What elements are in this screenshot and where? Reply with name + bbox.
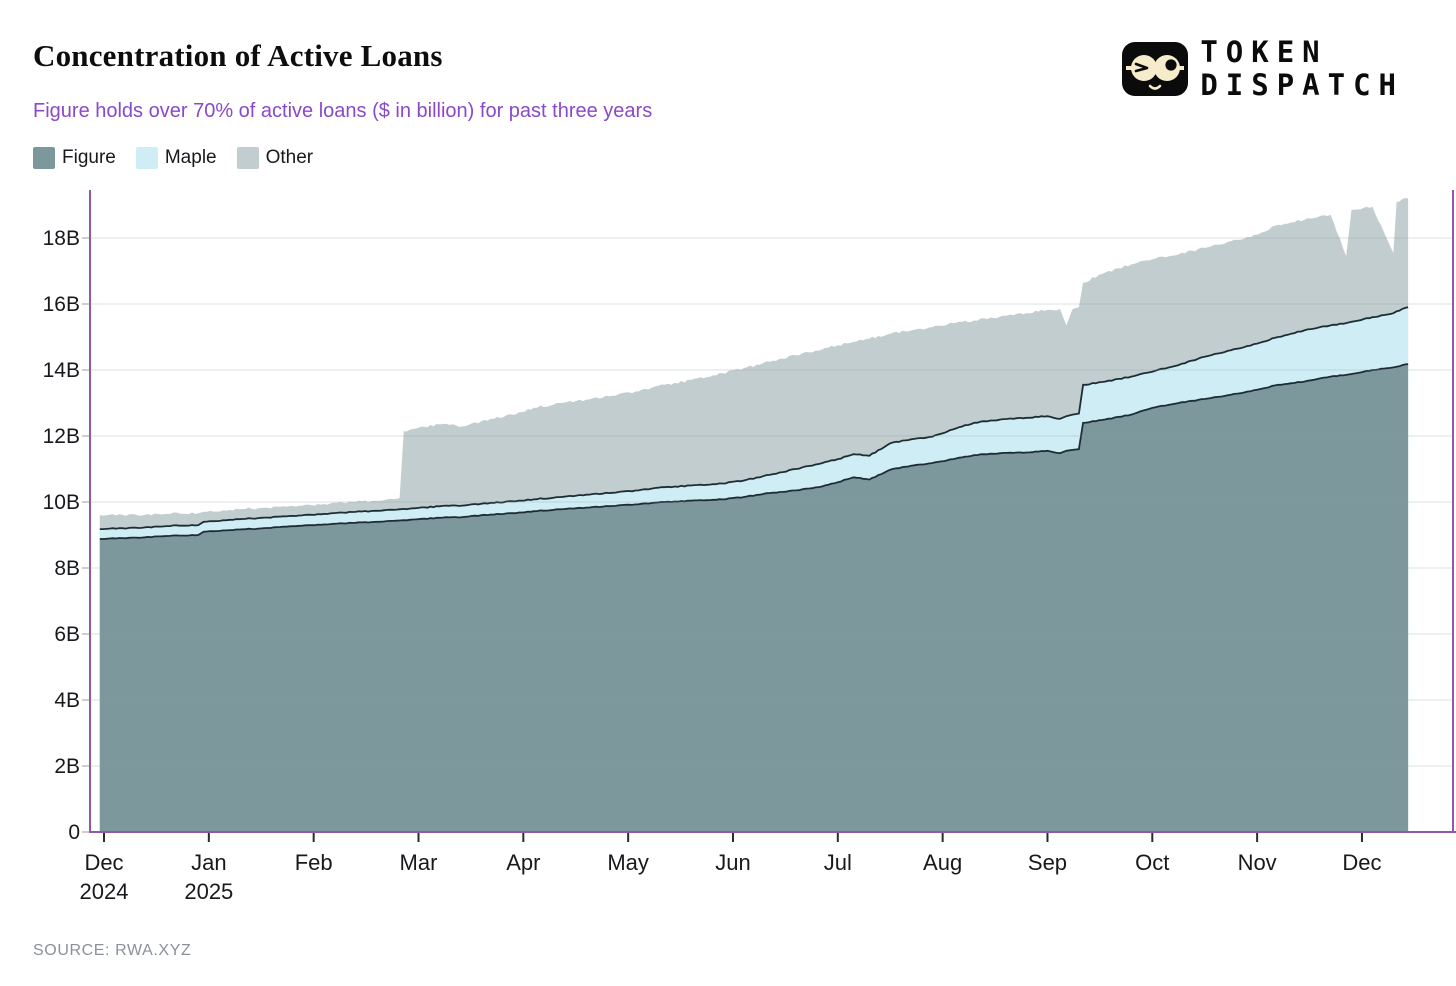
- legend-item-maple: Maple: [135, 147, 217, 169]
- x-axis-month-label: Nov: [1238, 850, 1277, 875]
- x-axis-month-label: Jan: [191, 850, 226, 875]
- y-axis-label: 4B: [54, 689, 80, 712]
- figure-color-swatch: [33, 147, 55, 169]
- y-axis-label: 10B: [43, 491, 80, 514]
- other-color-swatch: [236, 147, 259, 169]
- maple-top-line: [99, 306, 1409, 530]
- active-loans-stacked-area-chart: 0 2B 4B 6B 8B 10B 12B 14B 16B 18B Dec 2024 Jan 2025 Fe…: [43, 190, 1456, 904]
- legend-item-figure: Figure: [33, 147, 116, 169]
- x-axis-month-label: Feb: [295, 850, 333, 875]
- legend-label: Maple: [164, 147, 217, 168]
- x-axis-month-label: Oct: [1135, 850, 1169, 875]
- x-axis-month-label: Jun: [715, 850, 750, 875]
- x-axis-month-label: May: [607, 850, 649, 875]
- chart-area: 0 2B 4B 6B 8B 10B 12B 14B 16B 18B Dec 2024 Jan 2025 Fe…: [0, 185, 1456, 930]
- source-credit: SOURCE: RWA.XYZ: [33, 942, 192, 959]
- y-axis-label: 8B: [54, 557, 80, 580]
- x-axis-month-label: Jul: [824, 850, 852, 875]
- legend-label: Figure: [62, 147, 116, 168]
- legend-item-other: Other: [236, 147, 314, 169]
- legend-label: Other: [265, 147, 314, 168]
- x-axis-month-label: Apr: [506, 850, 540, 875]
- logo-line-1: TOKEN: [1200, 35, 1328, 69]
- y-axis-label: 0: [68, 821, 80, 844]
- chart-legend: Figure Maple Other: [33, 147, 313, 169]
- x-axis-month-label: Dec: [84, 850, 123, 875]
- x-axis-month-label: Sep: [1028, 850, 1067, 875]
- logo-line-2: DISPATCH: [1200, 68, 1404, 102]
- x-axis-month-label: Aug: [923, 850, 962, 875]
- y-axis-label: 2B: [54, 755, 80, 778]
- x-axis-month-label: Mar: [400, 850, 438, 875]
- chart-title: Concentration of Active Loans: [33, 38, 443, 73]
- y-axis-label: 18B: [43, 227, 80, 250]
- figure-top-line: [99, 363, 1409, 540]
- x-axis-year-label: 2025: [184, 879, 233, 904]
- figure-area: [99, 364, 1409, 832]
- maple-color-swatch: [135, 147, 158, 169]
- y-axis-label: 12B: [43, 425, 80, 448]
- y-axis-label: 16B: [43, 293, 80, 316]
- y-axis-label: 6B: [54, 623, 80, 646]
- chart-subtitle: Figure holds over 70% of active loans ($…: [33, 100, 653, 122]
- token-dispatch-logo: TOKEN DISPATCH: [1122, 36, 1404, 102]
- y-axis-label: 14B: [43, 359, 80, 382]
- token-dispatch-wordmark: TOKEN DISPATCH: [1200, 36, 1404, 102]
- x-axis-year-label: 2024: [80, 879, 129, 904]
- x-axis-month-label: Dec: [1342, 850, 1381, 875]
- token-dispatch-mascot-icon: [1122, 42, 1189, 96]
